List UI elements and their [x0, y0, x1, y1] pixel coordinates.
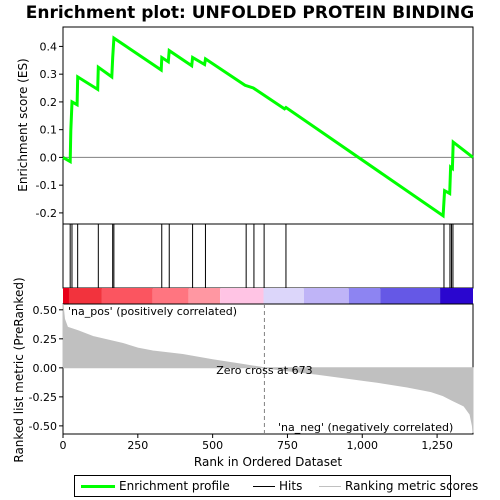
x-tick-label: 500: [202, 439, 223, 452]
heat-bar-segment: [63, 288, 69, 304]
es-y-tick-label: 0.0: [40, 151, 58, 164]
ranked-metric-panel: -0.50 -0.25 0.00 0.25 0.50 'na_pos' (positiv…: [12, 277, 474, 463]
es-y-tick-label: 0.2: [40, 96, 58, 109]
enrichment-panel: -0.2 -0.1 0.0 0.1 0.2 0.3 0.4 Enrichment score…: [16, 26, 474, 225]
positive-correlation-label: 'na_pos' (positively correlated): [68, 305, 237, 318]
heat-bar-segment: [68, 288, 102, 304]
es-y-tick-label: 0.4: [40, 40, 58, 53]
metric-y-tick-label: -0.50: [29, 420, 57, 433]
es-y-label: Enrichment score (ES): [16, 58, 30, 191]
enrichment-panel-frame: [62, 26, 474, 225]
x-tick-label: 250: [127, 439, 148, 452]
es-y-tick-label: -0.1: [36, 179, 57, 192]
ranking-heat-bar: [63, 288, 473, 304]
es-y-axis: -0.2 -0.1 0.0 0.1 0.2 0.3 0.4: [36, 40, 63, 220]
heat-bar-segment: [348, 288, 381, 304]
legend-hits-label: Hits: [279, 479, 303, 493]
heat-bar-segment: [380, 288, 441, 304]
heat-bar-segment: [220, 288, 264, 304]
metric-y-axis: -0.50 -0.25 0.00 0.25 0.50: [29, 304, 63, 433]
negative-correlation-label: 'na_neg' (negatively correlated): [278, 421, 453, 434]
x-tick-label: 1,250: [421, 439, 453, 452]
es-y-tick-label: 0.3: [40, 68, 58, 81]
legend-enrichment-swatch: [81, 485, 115, 488]
heat-bar-segment: [188, 288, 221, 304]
heat-bar-segment: [152, 288, 189, 304]
metric-y-tick-label: 0.25: [33, 333, 58, 346]
ranking-metric-area: [62, 303, 474, 433]
legend-hits-swatch: [253, 486, 275, 487]
metric-y-tick-label: 0.00: [33, 362, 58, 375]
heat-bar-segment: [263, 288, 304, 304]
legend: Enrichment profile Hits Ranking metric s…: [74, 475, 478, 497]
chart-title: Enrichment plot: UNFOLDED PROTEIN BINDIN…: [26, 3, 475, 23]
legend-enrichment-label: Enrichment profile: [119, 479, 230, 493]
metric-y-tick-label: 0.50: [33, 304, 58, 317]
x-tick-label: 750: [277, 439, 298, 452]
heat-bar-segment: [303, 288, 349, 304]
heat-bar-segment: [440, 288, 473, 304]
rank-x-label: Rank in Ordered Dataset: [194, 455, 342, 469]
x-tick-label: 0: [60, 439, 67, 452]
es-y-tick-label: 0.1: [40, 124, 58, 137]
es-y-tick-label: -0.2: [36, 207, 57, 220]
legend-metric-label: Ranking metric scores: [345, 479, 479, 493]
hit-marks: [69, 224, 454, 288]
rank-x-axis: 0 250 500 750 1,000 1,250: [60, 434, 453, 452]
enrichment-profile-line: [62, 35, 474, 219]
metric-y-tick-label: -0.25: [29, 391, 57, 404]
hits-panel-frame: [62, 223, 474, 289]
x-tick-label: 1,000: [347, 439, 379, 452]
zero-cross-label: Zero cross at 673: [216, 364, 312, 377]
legend-metric-swatch: [319, 486, 341, 487]
hits-panel: [62, 223, 474, 289]
metric-y-label: Ranked list metric (PreRanked): [12, 277, 26, 462]
heat-bar-segment: [101, 288, 153, 304]
